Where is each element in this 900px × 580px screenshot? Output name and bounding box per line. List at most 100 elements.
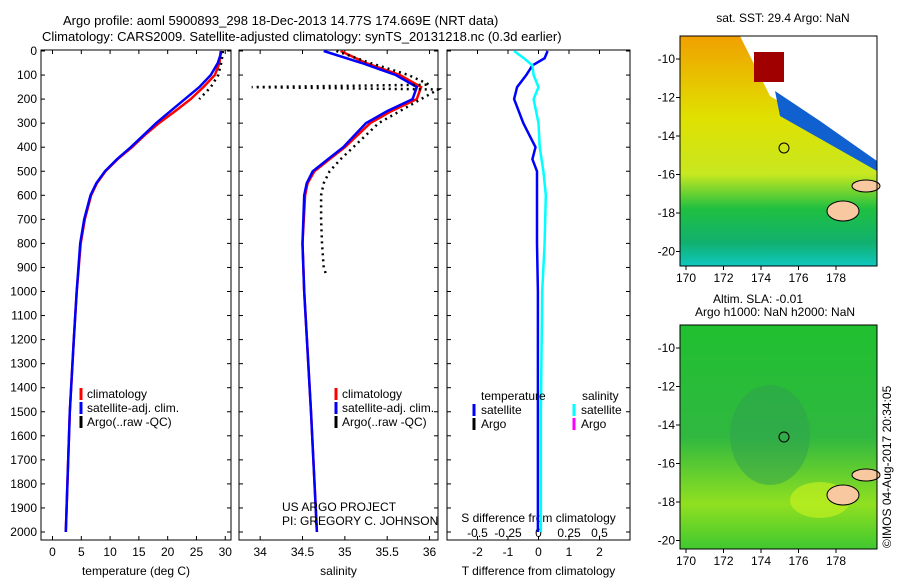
y-tick-label: 1700	[10, 453, 37, 467]
x-tick-label: 36	[423, 545, 437, 559]
island-viti-levu	[826, 200, 860, 222]
map-sst-title: sat. SST: 29.4 Argo: NaN	[716, 11, 849, 25]
map-x-tick-label: 172	[713, 554, 733, 568]
x-tick-label: -1	[503, 545, 514, 559]
series-line-temperature-climatology	[64, 50, 222, 533]
series-line-difference-salinity-satellite	[513, 49, 548, 532]
map-frame	[679, 324, 878, 550]
legend-label: satellite	[581, 403, 622, 417]
legend-label: satellite	[481, 403, 522, 417]
series-line-difference-temperature-satellite	[512, 50, 549, 532]
legend-header-temperature: temperature	[481, 389, 546, 403]
x2-tick-label: -0.25	[494, 526, 522, 540]
warm-patch	[754, 52, 784, 82]
legend-label: climatology	[87, 387, 147, 401]
series-line-salinity-climatology	[301, 49, 423, 533]
map-x-tick-label: 172	[713, 271, 733, 285]
map-y-tick-label: -14	[658, 418, 676, 432]
y-tick-label: 0	[30, 44, 37, 58]
series-line-salinity-satellite-adj-clim-	[301, 49, 419, 533]
map-y-tick-label: -18	[658, 206, 676, 220]
x2-tick-label: 0.5	[591, 526, 608, 540]
map-y-tick-label: -20	[658, 245, 676, 259]
y-tick-label: 1300	[10, 357, 37, 371]
y-tick-label: 600	[17, 188, 37, 202]
credit-label: ©IMOS 04-Aug-2017 20:34:05	[880, 385, 894, 548]
x-tick-label: 10	[103, 545, 117, 559]
map-x-tick-label: 170	[676, 554, 696, 568]
argo-location-marker	[778, 431, 790, 443]
map-y-tick-label: -16	[658, 168, 676, 182]
x-tick-label: 0	[535, 545, 542, 559]
legend-label: satellite-adj. clim.	[87, 401, 179, 415]
plot-frame-salinity	[238, 49, 439, 541]
x-tick-label: 5	[78, 545, 85, 559]
plot-frame-temperature	[40, 49, 232, 541]
x-tick-label: -2	[472, 545, 483, 559]
x-axis-label: salinity	[320, 564, 357, 578]
y-tick-label: 1900	[10, 501, 37, 515]
legend-label: climatology	[342, 387, 402, 401]
y-tick-label: 1600	[10, 429, 37, 443]
y-tick-label: 1100	[11, 309, 37, 323]
argo-location-marker	[778, 142, 790, 154]
map-y-tick-label: -20	[658, 534, 676, 548]
map-y-tick-label: -12	[658, 380, 676, 394]
map-y-tick-label: -18	[658, 495, 676, 509]
map-sla-title-line2: Argo h1000: NaN h2000: NaN	[695, 305, 855, 319]
x2-tick-label: 0	[535, 526, 542, 540]
y-tick-label: 300	[17, 116, 37, 130]
y-tick-label: 1400	[10, 381, 37, 395]
legend-label: Argo	[581, 417, 607, 431]
y-tick-label: 100	[17, 68, 37, 82]
x2-tick-label: 0.25	[557, 526, 581, 540]
x-tick-label: 1	[566, 545, 573, 559]
map-x-tick-label: 176	[788, 271, 808, 285]
legend-label: Argo	[481, 417, 507, 431]
sla-low	[730, 385, 810, 485]
map-y-tick-label: -10	[658, 52, 676, 66]
legend-label: Argo(..raw -QC)	[87, 415, 172, 429]
map-x-tick-label: 170	[676, 271, 696, 285]
island-vanua-levu	[851, 179, 881, 193]
x-tick-label: 34.5	[291, 545, 315, 559]
map-y-tick-label: -10	[658, 341, 676, 355]
map-x-tick-label: 178	[826, 554, 846, 568]
x-tick-label: 35	[338, 545, 352, 559]
y-tick-label: 400	[17, 140, 37, 154]
cold-patch	[775, 91, 877, 171]
map-frame	[679, 35, 878, 267]
x-tick-label: 2	[596, 545, 603, 559]
island-viti-levu	[826, 484, 860, 506]
project-label: US ARGO PROJECT	[282, 500, 397, 514]
y-tick-label: 500	[17, 164, 37, 178]
x-tick-label: 35.5	[376, 545, 400, 559]
x-axis-label: T difference from climatology	[462, 564, 616, 578]
y-tick-label: 1000	[10, 285, 37, 299]
island-vanua-levu	[851, 468, 881, 482]
x-tick-label: 30	[219, 545, 233, 559]
y-tick-label: 900	[17, 260, 37, 274]
map-x-tick-label: 176	[788, 554, 808, 568]
y-tick-label: 800	[17, 236, 37, 250]
map-x-tick-label: 174	[751, 554, 771, 568]
x-tick-label: 15	[132, 545, 146, 559]
map-sla-title-line1: Altim. SLA: -0.01	[713, 292, 803, 306]
y-tick-label: 1800	[10, 477, 37, 491]
legend-label: Argo(..raw -QC)	[342, 415, 427, 429]
y-tick-label: 200	[17, 92, 37, 106]
x-axis-label: temperature (deg C)	[82, 564, 190, 578]
map-y-tick-label: -16	[658, 457, 676, 471]
map-y-tick-label: -12	[658, 91, 676, 105]
pi-label: PI: GREGORY C. JOHNSON	[282, 514, 439, 528]
title-line1: Argo profile: aoml 5900893_298 18-Dec-20…	[63, 13, 499, 28]
title-line2: Climatology: CARS2009. Satellite-adjuste…	[42, 29, 562, 44]
x-tick-label: 34	[253, 545, 267, 559]
x-tick-label: 0	[49, 545, 56, 559]
y-tick-label: 700	[17, 212, 37, 226]
x2-tick-label: -0.5	[467, 526, 488, 540]
series-line-temperature-argo	[198, 50, 225, 100]
map-x-tick-label: 174	[751, 271, 771, 285]
